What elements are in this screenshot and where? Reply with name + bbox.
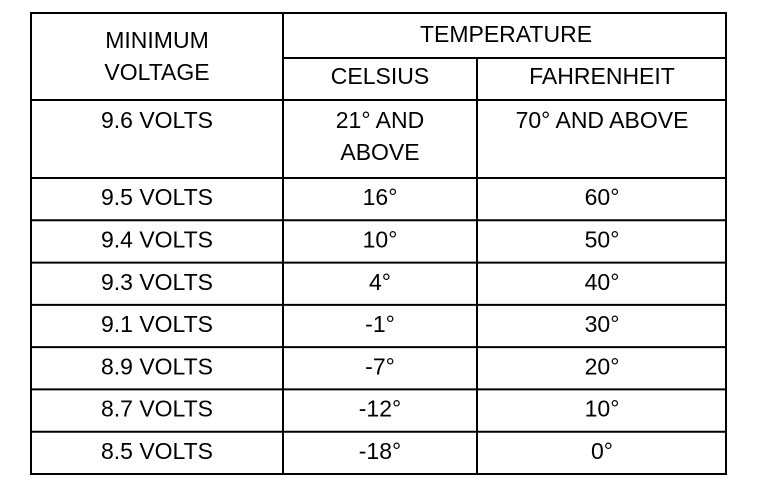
cell-text: 30°: [585, 311, 620, 337]
cell-text: 70° AND ABOVE: [516, 107, 689, 133]
cell-text: 8.7 VOLTS: [101, 396, 213, 422]
cell-text: 9.1 VOLTS: [101, 311, 213, 337]
cell-text: 20°: [585, 353, 620, 379]
cell-text: 21° AND: [336, 107, 424, 133]
header-text: FAHRENHEIT: [529, 63, 675, 89]
cell-text: 40°: [585, 269, 620, 295]
cell-text: 50°: [585, 227, 620, 253]
cell-text: -1°: [365, 311, 395, 337]
cell-text: 60°: [585, 184, 620, 210]
cell-text: -18°: [359, 438, 401, 464]
header-text: VOLTAGE: [104, 59, 209, 85]
header-text: TEMPERATURE: [420, 21, 592, 47]
cell-text: 9.4 VOLTS: [101, 227, 213, 253]
cell-text: 4°: [369, 269, 391, 295]
cell-text: 9.5 VOLTS: [101, 184, 213, 210]
cell-text: 16°: [363, 184, 398, 210]
cell-text: -7°: [365, 353, 395, 379]
header-text: MINIMUM: [105, 27, 208, 53]
header-text: CELSIUS: [331, 63, 429, 89]
cell-text: ABOVE: [340, 139, 419, 165]
cell-text: -12°: [359, 396, 401, 422]
cell-text: 9.3 VOLTS: [101, 269, 213, 295]
cell-text: 8.5 VOLTS: [101, 438, 213, 464]
cell-text: 10°: [585, 396, 620, 422]
cell-text: 10°: [363, 227, 398, 253]
cell-text: 8.9 VOLTS: [101, 353, 213, 379]
cell-text: 9.6 VOLTS: [101, 107, 213, 133]
cell-text: 0°: [591, 438, 613, 464]
